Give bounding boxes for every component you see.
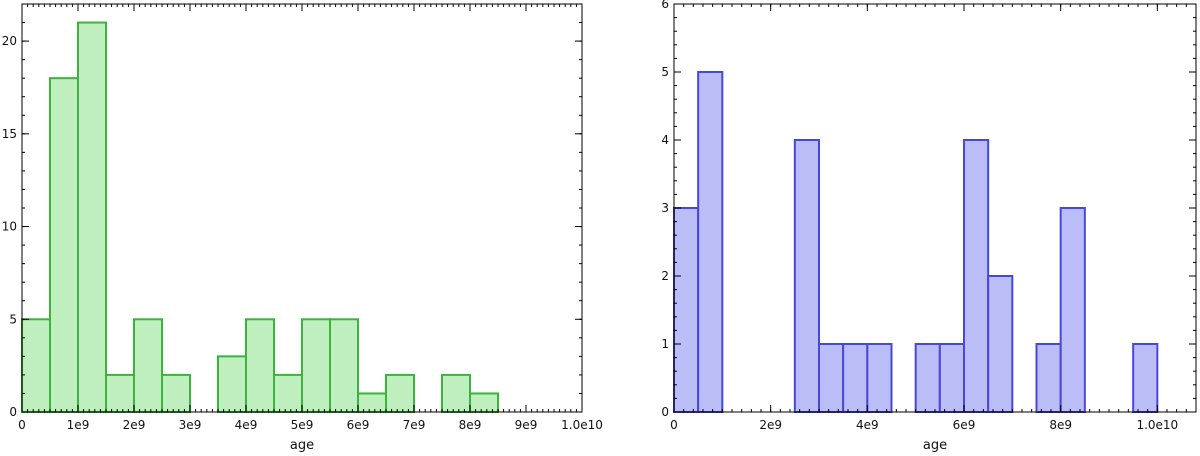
histogram-bar [963,139,990,413]
y-tick-label: 10 [2,220,17,234]
x-tick-label: 8e9 [1049,418,1072,432]
histogram-bar [77,21,107,414]
histogram-bar [1035,343,1062,413]
x-axis-label: age [923,438,947,453]
x-axis-label: age [290,438,314,453]
y-tick-label: 6 [661,0,669,11]
y-tick-label: 15 [2,127,17,141]
histogram-bar [105,373,135,413]
histogram-bar [217,355,247,414]
histogram-bar [385,373,415,413]
histogram-bar [914,343,941,413]
y-tick-label: 0 [9,405,17,419]
x-tick-label: 9e9 [515,418,538,432]
x-tick-label: 5e9 [291,418,314,432]
x-tick-label: 8e9 [459,418,482,432]
histogram-bar [21,318,51,414]
x-tick-label: 1e9 [67,418,90,432]
histogram-bar [441,373,471,413]
histogram-bar [469,392,499,414]
histogram-bar [938,343,965,413]
y-tick-label: 2 [661,269,669,283]
histogram-bar [673,207,700,413]
histogram-bar [1132,343,1159,413]
histogram-bar [273,373,303,413]
y-tick-label: 0 [661,405,669,419]
chart-age-histogram-blue: 0 2e9 4e9 6e9 8e9 1.0e10 0 1 2 3 4 5 6 age [661,0,1197,453]
x-tick-label: 1.0e10 [1136,418,1178,432]
x-tick-label: 4e9 [856,418,879,432]
histogram-bar [842,343,869,413]
x-tick-label: 4e9 [235,418,258,432]
x-tick-label: 1.0e10 [561,418,603,432]
x-tick-label: 2e9 [123,418,146,432]
x-tick-label: 7e9 [403,418,426,432]
y-tick-label: 1 [661,337,669,351]
histogram-bar [161,373,191,413]
y-tick-label: 4 [661,133,669,147]
histogram-bar [1059,207,1086,413]
histogram-bar [301,318,331,414]
x-tick-label: 6e9 [347,418,370,432]
chart-age-histogram-green: 0 1e9 2e9 3e9 4e9 5e9 6e9 7e9 8e9 9e9 1.0e10 0 5 10 15… [2,3,603,453]
histogram-bar [818,343,845,413]
x-tick-label: 3e9 [179,418,202,432]
histogram-bar [793,139,820,413]
histogram-bar [133,318,163,414]
y-tick-label: 3 [661,201,669,215]
histogram-bar [866,343,893,413]
histogram-bar [357,392,387,414]
histogram-bar [987,275,1014,413]
y-tick-label: 20 [2,34,17,48]
histogram-bar [245,318,275,414]
x-tick-label: 0 [18,418,26,432]
histogram-bar [49,77,79,413]
x-tick-label: 6e9 [953,418,976,432]
y-tick-label: 5 [661,65,669,79]
x-tick-label: 2e9 [759,418,782,432]
y-tick-label: 5 [9,312,17,326]
histogram-bar [697,71,724,413]
histogram-bar [329,318,359,414]
x-tick-label: 0 [670,418,678,432]
